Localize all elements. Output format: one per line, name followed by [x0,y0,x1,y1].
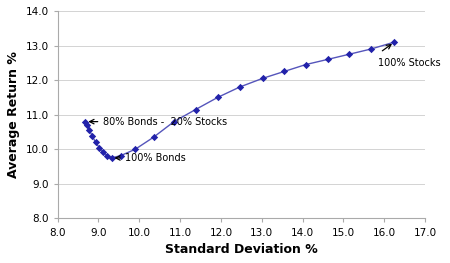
Point [96,145,103,150]
Point [259,76,266,80]
Point [391,40,398,44]
X-axis label: Standard Deviation %: Standard Deviation % [165,243,318,256]
Point [236,85,243,89]
Point [100,150,107,154]
Point [214,95,221,99]
Point [171,119,178,124]
Point [302,62,310,67]
Point [150,135,157,139]
Point [192,107,199,112]
Point [86,128,93,132]
Point [281,69,288,74]
Point [324,57,332,62]
Y-axis label: Average Return %: Average Return % [7,51,20,178]
Point [368,47,375,51]
Point [82,119,89,124]
Point [104,154,111,158]
Point [108,156,115,160]
Point [89,134,96,138]
Text: 100% Stocks: 100% Stocks [378,58,441,68]
Point [117,153,125,158]
Text: 100% Bonds: 100% Bonds [125,153,186,163]
Point [131,147,139,151]
Text: 80% Bonds -  20% Stocks: 80% Bonds - 20% Stocks [103,117,227,127]
Point [346,52,353,56]
Point [83,123,90,127]
Point [92,140,99,144]
